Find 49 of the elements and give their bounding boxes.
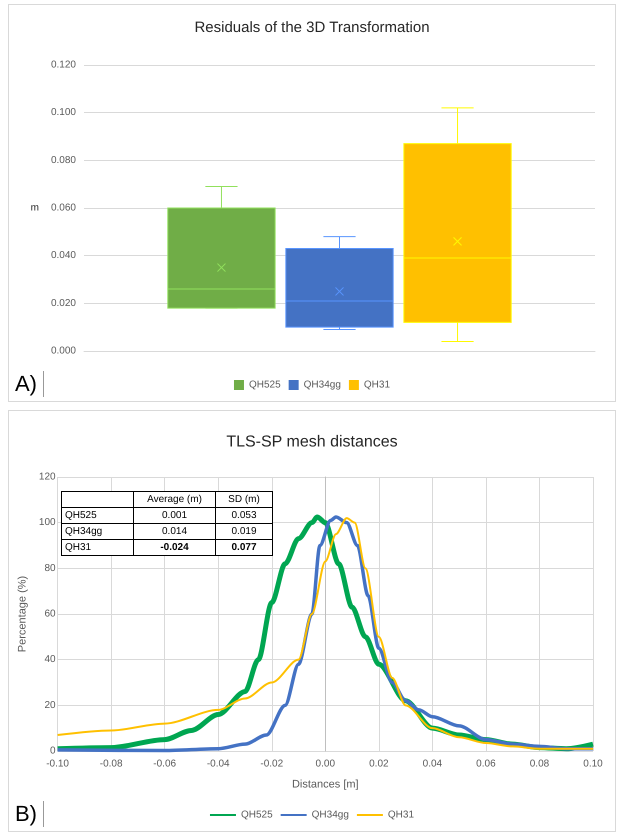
x-tick-label: -0.06: [153, 758, 176, 770]
y-tick-label: 120: [38, 472, 56, 482]
y-axis-title: Percentage (%): [16, 576, 28, 652]
annotation: SD (m): [216, 492, 272, 508]
y-tick-label: 100: [38, 517, 56, 528]
x-tick-label: -0.08: [100, 758, 123, 770]
x-tick-label: 0.08: [530, 758, 550, 770]
annotation: Average (m): [134, 492, 216, 508]
annotation: QH34gg: [62, 524, 134, 540]
y-tick-label: 0: [50, 746, 56, 756]
x-tick-label: 0.04: [422, 758, 443, 770]
y-axis-title: m: [30, 202, 39, 214]
y-tick-label: 80: [44, 562, 56, 574]
y-tick-label: 60: [44, 608, 56, 620]
chart-title: Residuals of the 3D Transformation: [194, 19, 430, 36]
x-tick-label: -0.02: [260, 758, 284, 770]
text: A): [13, 371, 44, 397]
y-tick-label: 0.040: [50, 250, 76, 262]
y-tick-label: 20: [44, 700, 56, 711]
annotation: 0.077: [216, 540, 272, 556]
legend-label: QH31: [388, 810, 414, 820]
annotation: QH525: [62, 508, 134, 524]
annotation: 0.001: [134, 508, 216, 524]
x-tick-label: 0.02: [369, 758, 389, 770]
annotation: -0.024: [134, 540, 216, 556]
y-tick-label: 0.120: [50, 60, 76, 70]
chart-title: TLS-SP mesh distances: [226, 434, 398, 450]
x-tick-label: -0.10: [46, 758, 70, 770]
x-tick-label: 0.10: [583, 758, 604, 770]
y-tick-label: 0.060: [50, 202, 76, 214]
legend-label: QH31: [364, 380, 390, 390]
legend-label: QH525: [240, 810, 274, 820]
legend-label: QH525: [248, 380, 282, 390]
y-tick-label: 0.020: [50, 298, 76, 309]
x-tick-label: 0.00: [316, 758, 336, 770]
legend-label: QH34gg: [312, 810, 349, 820]
x-tick-label: -0.04: [206, 758, 230, 770]
x-tick-label: 0.06: [476, 758, 496, 770]
x-axis-title: Distances [m]: [292, 778, 359, 790]
annotation: 0.019: [216, 524, 272, 540]
y-tick-label: 0.000: [50, 346, 76, 356]
text: B): [13, 801, 44, 827]
annotation: 0.014: [134, 524, 216, 540]
y-tick-label: 40: [44, 654, 56, 666]
y-tick-label: 0.100: [50, 107, 76, 118]
legend-label: QH34gg: [304, 380, 341, 390]
annotation: QH31: [62, 540, 134, 556]
y-tick-label: 0.080: [50, 154, 76, 166]
annotation: 0.053: [216, 508, 272, 524]
